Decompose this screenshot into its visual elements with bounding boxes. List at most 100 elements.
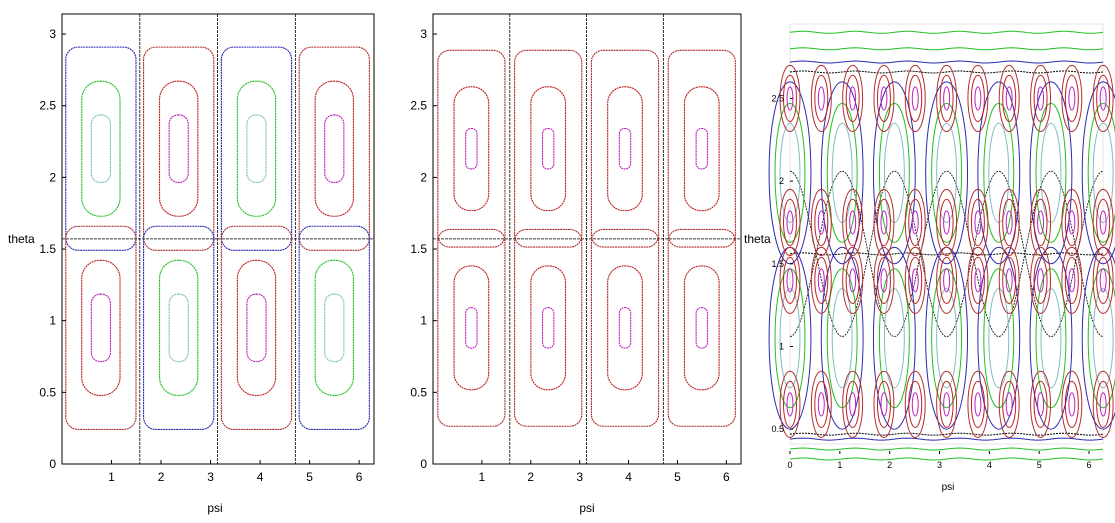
x-tick-label: 3	[576, 470, 583, 484]
center-contour	[975, 87, 981, 110]
contour-curve	[144, 226, 214, 429]
center-contour	[975, 393, 981, 416]
contour-curve	[237, 81, 275, 216]
center-contour	[909, 199, 922, 245]
y-tick-label: 0.5	[410, 385, 427, 399]
contour-curve	[531, 87, 566, 211]
contour-curve	[325, 115, 344, 183]
contour-curve	[696, 128, 707, 169]
contour-layer	[769, 31, 1115, 460]
contour-curve	[144, 47, 214, 250]
contour-curve	[247, 115, 266, 183]
x-tick-label: 1	[479, 470, 486, 484]
contour-curve	[608, 266, 643, 390]
contour-curve	[668, 229, 735, 426]
center-contour	[971, 75, 984, 121]
y-tick-label: 2.5	[39, 99, 56, 113]
y-tick-label: 0.5	[39, 385, 56, 399]
center-contour	[1065, 381, 1078, 427]
center-contour	[971, 199, 984, 245]
y-tick-label: 3	[49, 27, 56, 41]
x-tick-label: 5	[306, 470, 313, 484]
x-axis-label: psi	[579, 501, 594, 515]
center-contour	[850, 393, 856, 416]
center-contour	[1069, 393, 1075, 416]
center-contour	[944, 87, 950, 110]
center-contour	[877, 257, 890, 303]
x-tick-label: 4	[987, 460, 992, 470]
contour-curve	[591, 50, 658, 247]
center-contour	[1065, 199, 1078, 245]
center-contour	[884, 123, 904, 222]
contour-curve	[169, 294, 188, 362]
running-curve	[790, 438, 1103, 440]
y-tick-label: 3	[420, 27, 427, 41]
y-tick-label: 0.5	[771, 424, 784, 434]
contour-curve	[66, 47, 136, 250]
y-tick-label: 2	[779, 176, 784, 186]
center-contour	[846, 75, 859, 121]
contour-curve	[91, 294, 110, 362]
center-contour	[818, 211, 824, 234]
x-tick-label: 6	[356, 470, 363, 484]
y-tick-label: 0	[420, 457, 427, 471]
x-tick-label: 6	[723, 470, 730, 484]
running-curve	[790, 448, 1103, 450]
contour-curve	[466, 128, 477, 169]
y-tick-label: 1.5	[410, 242, 427, 256]
x-tick-label: 5	[1037, 460, 1042, 470]
contour-curve	[160, 81, 198, 216]
center-contour	[975, 211, 981, 234]
x-tick-label: 5	[674, 470, 681, 484]
center-contour	[912, 211, 918, 234]
contour-curve	[515, 50, 582, 247]
contour-curve	[237, 260, 275, 395]
running-curve	[790, 61, 1103, 63]
contour-curve	[619, 128, 630, 169]
contour-curve	[82, 260, 120, 395]
contour-curve	[66, 226, 136, 429]
y-axis-label: theta	[8, 232, 35, 246]
center-contour	[881, 393, 887, 416]
contour-curve	[696, 308, 707, 349]
center-contour	[1065, 75, 1078, 121]
y-tick-label: 1.5	[39, 242, 56, 256]
running-curve	[790, 71, 1103, 73]
center-contour	[912, 87, 918, 110]
center-contour	[944, 393, 950, 416]
running-curve	[790, 253, 1103, 255]
center-contour	[1041, 123, 1061, 222]
x-tick-label: 1	[108, 470, 115, 484]
y-tick-label: 1	[49, 314, 56, 328]
contour-curve	[608, 87, 643, 211]
y-tick-label: 1.5	[771, 259, 784, 269]
y-tick-label: 2	[420, 170, 427, 184]
x-tick-label: 2	[158, 470, 165, 484]
running-curve	[790, 31, 1103, 33]
x-axis-label: psi	[207, 501, 222, 515]
center-contour	[989, 123, 1009, 222]
x-tick-label: 2	[527, 470, 534, 484]
contour-curve	[454, 87, 489, 211]
contour-curve	[543, 308, 554, 349]
phase-plot-right: 0 1 2 3 4 5 6 0.5 1 1.5 2 2.5 psi	[769, 24, 1115, 493]
center-contour	[818, 393, 824, 416]
y-tick-label: 1	[420, 314, 427, 328]
center-contour	[877, 75, 890, 121]
center-contour	[912, 393, 918, 416]
contour-curve	[454, 266, 489, 390]
x-tick-label: 3	[207, 470, 214, 484]
phase-plot-left: 1 2 3 4 5 600.511.522.53 theta psi	[8, 14, 374, 515]
contour-curve	[315, 260, 353, 395]
contour-curve	[684, 266, 719, 390]
center-contour	[815, 199, 828, 245]
contour-curve	[299, 47, 369, 250]
x-tick-label: 2	[887, 460, 892, 470]
contour-curve	[515, 229, 582, 426]
center-contour	[846, 257, 859, 303]
center-contour	[1034, 257, 1047, 303]
center-contour	[1038, 393, 1044, 416]
phase-plot-middle: 1 2 3 4 5 600.511.522.53 theta psi	[410, 14, 771, 515]
x-tick-label: 1	[837, 460, 842, 470]
